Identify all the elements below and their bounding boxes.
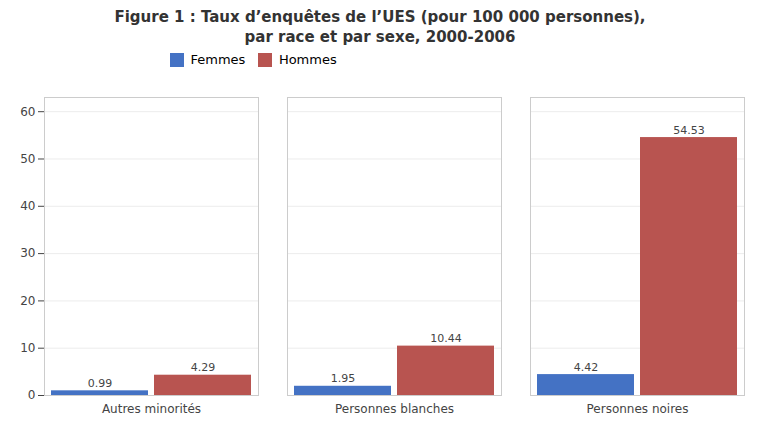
svg-text:60: 60	[20, 105, 35, 119]
svg-text:10.44: 10.44	[430, 332, 462, 345]
svg-text:Personnes noires: Personnes noires	[587, 402, 689, 416]
svg-text:0.99: 0.99	[88, 377, 113, 390]
svg-text:10: 10	[20, 341, 35, 355]
svg-text:40: 40	[20, 199, 35, 213]
svg-text:Personnes blanches: Personnes blanches	[335, 402, 454, 416]
svg-text:50: 50	[20, 152, 35, 166]
svg-text:20: 20	[20, 294, 35, 308]
svg-text:4.29: 4.29	[191, 361, 216, 374]
html-text:Figure 1 : Taux d’enquêtes de: Figure 1 : Taux d’enquêtes de l’UES (pou…	[114, 8, 646, 46]
svg-text:0: 0	[28, 388, 36, 402]
svg-text:Autres minorités: Autres minorités	[102, 402, 201, 416]
svg-text:30: 30	[20, 246, 35, 260]
html-text:Femmes: Femmes	[190, 52, 246, 68]
svg-text:4.42: 4.42	[574, 361, 599, 374]
svg-text:54.53: 54.53	[673, 124, 705, 137]
svg-text:1.95: 1.95	[331, 372, 356, 385]
html-text:Hommes: Hommes	[278, 52, 337, 68]
